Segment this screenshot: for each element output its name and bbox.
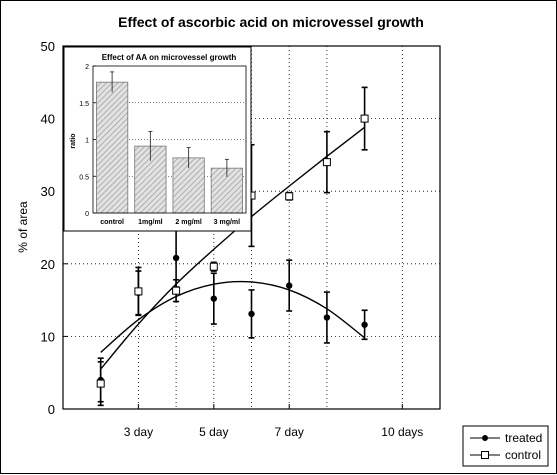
legend-box: [462, 425, 549, 467]
control-point: [96, 379, 105, 388]
inset-y-tick-label: 0: [85, 211, 89, 218]
inset-x-label: 1mg/ml: [138, 219, 163, 226]
inset-y-tick-label: 2: [85, 64, 89, 71]
inset-y-axis-label: ratio: [70, 133, 77, 148]
treated-point: [248, 310, 255, 318]
inset-y-tick-label: 1: [85, 138, 89, 145]
treated-trend-line: [100, 280, 366, 353]
control-point: [134, 287, 143, 296]
inset-x-label: control: [100, 219, 124, 226]
main-x-tick-label: 7 day: [275, 425, 304, 439]
main-y-tick-label: 40: [41, 112, 55, 127]
inset-y-ticks: 0 0.5 1 1.5 2: [79, 64, 96, 218]
control-point: [209, 262, 218, 271]
legend-treated-marker: [482, 435, 488, 441]
main-x-tick-label: 3 day: [124, 425, 153, 439]
treated-point: [361, 321, 368, 328]
inset-y-tick-label: 0.5: [79, 174, 89, 181]
legend-control-marker: [481, 451, 489, 459]
inset-x-labels: control 1mg/ml 2 mg/ml 3 mg/ml: [100, 219, 240, 226]
main-x-tick-label: 10 days: [381, 425, 423, 439]
main-y-tick-label: 20: [41, 257, 55, 272]
control-point: [322, 158, 331, 167]
inset-x-label: 2 mg/ml: [175, 219, 202, 226]
treated-point: [286, 282, 293, 289]
main-y-tick-label: 10: [41, 329, 55, 344]
legend: treated control: [462, 425, 549, 467]
inset-bars: [96, 71, 243, 214]
main-title: Effect of ascorbic acid on microvessel g…: [118, 14, 424, 30]
inset-title: Effect of AA on microvessel growth: [102, 53, 237, 62]
legend-treated-label: treated: [505, 431, 542, 445]
inset-y-tick-label: 1.5: [79, 101, 89, 108]
legend-control-label: control: [505, 448, 541, 462]
control-point: [285, 192, 294, 201]
main-y-tick-label: 50: [41, 39, 55, 54]
main-y-tick-label: 0: [48, 402, 55, 417]
main-y-tick-label: 30: [41, 184, 55, 199]
control-point: [360, 114, 369, 123]
main-x-ticks: 3 day 5 day 7 day 10 days: [124, 404, 423, 439]
control-point: [172, 286, 181, 295]
main-y-axis-label: % of area: [16, 201, 30, 253]
inset-chart: Effect of AA on microvessel growth ratio…: [63, 46, 252, 232]
inset-x-label: 3 mg/ml: [214, 219, 241, 226]
treated-point: [323, 314, 331, 321]
treated-point: [172, 254, 180, 262]
main-x-tick-label: 5 day: [199, 425, 228, 439]
treated-point: [210, 295, 217, 302]
main-plot-area: [62, 45, 441, 410]
inset-bar: [96, 81, 129, 214]
